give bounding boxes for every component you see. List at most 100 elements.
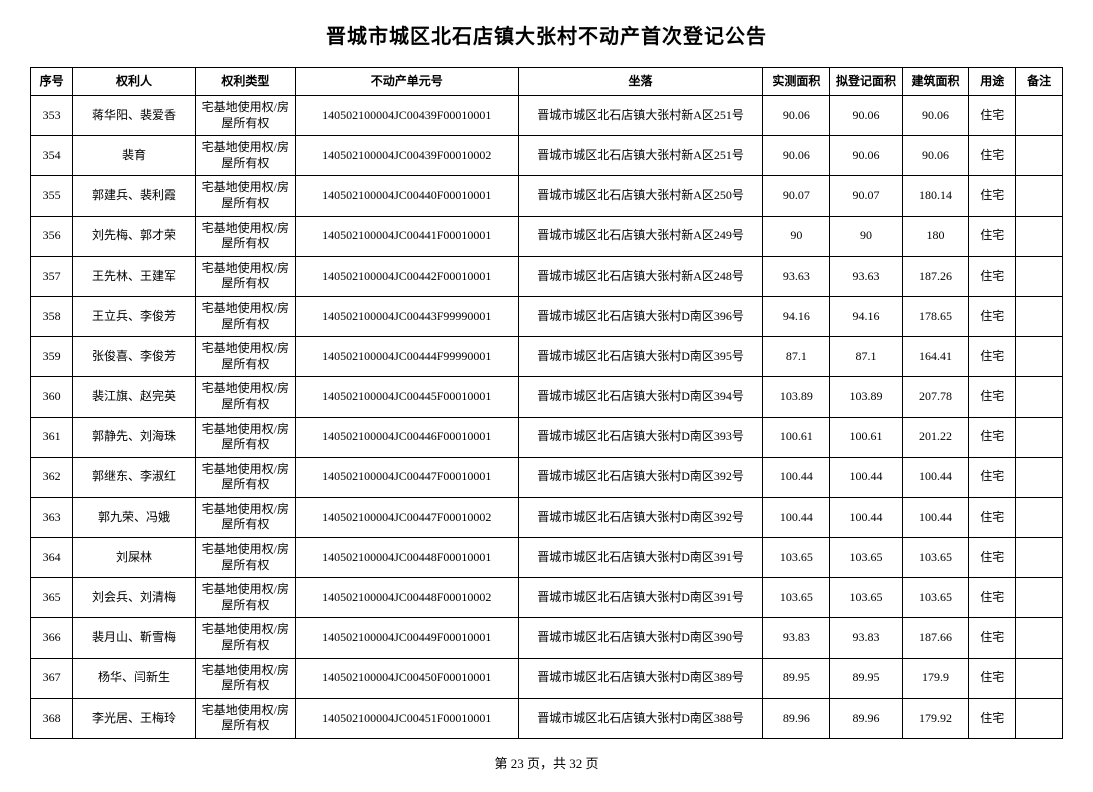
cell-area2: 87.1 — [830, 337, 902, 377]
cell-area3: 180.14 — [902, 176, 969, 216]
cell-note — [1016, 337, 1063, 377]
cell-use: 住宅 — [969, 136, 1016, 176]
table-row: 363郭九荣、冯娥宅基地使用权/房屋所有权140502100004JC00447… — [31, 497, 1063, 537]
cell-use: 住宅 — [969, 578, 1016, 618]
cell-loc: 晋城市城区北石店镇大张村D南区388号 — [518, 698, 763, 738]
cell-area3: 179.92 — [902, 698, 969, 738]
cell-use: 住宅 — [969, 658, 1016, 698]
cell-loc: 晋城市城区北石店镇大张村D南区392号 — [518, 497, 763, 537]
cell-area2: 100.44 — [830, 497, 902, 537]
cell-loc: 晋城市城区北石店镇大张村新A区251号 — [518, 136, 763, 176]
col-header-unit: 不动产单元号 — [295, 68, 518, 96]
cell-use: 住宅 — [969, 618, 1016, 658]
col-header-area1: 实测面积 — [763, 68, 830, 96]
cell-area2: 103.65 — [830, 578, 902, 618]
cell-seq: 366 — [31, 618, 73, 658]
cell-loc: 晋城市城区北石店镇大张村D南区389号 — [518, 658, 763, 698]
cell-unit: 140502100004JC00447F00010002 — [295, 497, 518, 537]
cell-owner: 郭静先、刘海珠 — [73, 417, 195, 457]
cell-area1: 100.44 — [763, 457, 830, 497]
cell-note — [1016, 377, 1063, 417]
table-row: 353蒋华阳、裴爱香宅基地使用权/房屋所有权140502100004JC0043… — [31, 96, 1063, 136]
cell-loc: 晋城市城区北石店镇大张村D南区392号 — [518, 457, 763, 497]
cell-owner: 王先林、王建军 — [73, 256, 195, 296]
cell-seq: 365 — [31, 578, 73, 618]
cell-type: 宅基地使用权/房屋所有权 — [195, 337, 295, 377]
cell-unit: 140502100004JC00447F00010001 — [295, 457, 518, 497]
cell-use: 住宅 — [969, 417, 1016, 457]
cell-note — [1016, 618, 1063, 658]
cell-note — [1016, 216, 1063, 256]
cell-note — [1016, 296, 1063, 336]
cell-area3: 187.26 — [902, 256, 969, 296]
cell-area1: 89.96 — [763, 698, 830, 738]
cell-use: 住宅 — [969, 337, 1016, 377]
cell-area1: 103.65 — [763, 538, 830, 578]
cell-type: 宅基地使用权/房屋所有权 — [195, 578, 295, 618]
cell-unit: 140502100004JC00442F00010001 — [295, 256, 518, 296]
cell-loc: 晋城市城区北石店镇大张村D南区391号 — [518, 578, 763, 618]
cell-type: 宅基地使用权/房屋所有权 — [195, 698, 295, 738]
cell-area3: 100.44 — [902, 497, 969, 537]
cell-loc: 晋城市城区北石店镇大张村新A区249号 — [518, 216, 763, 256]
cell-seq: 354 — [31, 136, 73, 176]
cell-area1: 103.89 — [763, 377, 830, 417]
col-header-area2: 拟登记面积 — [830, 68, 902, 96]
cell-unit: 140502100004JC00451F00010001 — [295, 698, 518, 738]
cell-area2: 90 — [830, 216, 902, 256]
cell-owner: 刘先梅、郭才荣 — [73, 216, 195, 256]
cell-seq: 356 — [31, 216, 73, 256]
cell-area3: 164.41 — [902, 337, 969, 377]
cell-area2: 103.65 — [830, 538, 902, 578]
col-header-seq: 序号 — [31, 68, 73, 96]
cell-use: 住宅 — [969, 457, 1016, 497]
cell-area1: 103.65 — [763, 578, 830, 618]
cell-area2: 93.63 — [830, 256, 902, 296]
table-row: 356刘先梅、郭才荣宅基地使用权/房屋所有权140502100004JC0044… — [31, 216, 1063, 256]
cell-type: 宅基地使用权/房屋所有权 — [195, 96, 295, 136]
cell-use: 住宅 — [969, 216, 1016, 256]
cell-seq: 362 — [31, 457, 73, 497]
cell-type: 宅基地使用权/房屋所有权 — [195, 377, 295, 417]
cell-unit: 140502100004JC00446F00010001 — [295, 417, 518, 457]
cell-seq: 359 — [31, 337, 73, 377]
cell-area1: 90.06 — [763, 136, 830, 176]
col-header-note: 备注 — [1016, 68, 1063, 96]
cell-note — [1016, 658, 1063, 698]
page-title: 晋城市城区北石店镇大张村不动产首次登记公告 — [30, 20, 1063, 49]
table-header-row: 序号 权利人 权利类型 不动产单元号 坐落 实测面积 拟登记面积 建筑面积 用途… — [31, 68, 1063, 96]
cell-loc: 晋城市城区北石店镇大张村D南区393号 — [518, 417, 763, 457]
cell-type: 宅基地使用权/房屋所有权 — [195, 417, 295, 457]
cell-owner: 张俊喜、李俊芳 — [73, 337, 195, 377]
cell-use: 住宅 — [969, 296, 1016, 336]
cell-seq: 353 — [31, 96, 73, 136]
cell-seq: 367 — [31, 658, 73, 698]
cell-unit: 140502100004JC00444F99990001 — [295, 337, 518, 377]
table-row: 364刘屎林宅基地使用权/房屋所有权140502100004JC00448F00… — [31, 538, 1063, 578]
table-row: 366裴月山、靳雪梅宅基地使用权/房屋所有权140502100004JC0044… — [31, 618, 1063, 658]
cell-note — [1016, 457, 1063, 497]
table-row: 355郭建兵、裴利霞宅基地使用权/房屋所有权140502100004JC0044… — [31, 176, 1063, 216]
cell-use: 住宅 — [969, 96, 1016, 136]
cell-area1: 90.07 — [763, 176, 830, 216]
cell-loc: 晋城市城区北石店镇大张村D南区394号 — [518, 377, 763, 417]
cell-type: 宅基地使用权/房屋所有权 — [195, 136, 295, 176]
cell-unit: 140502100004JC00450F00010001 — [295, 658, 518, 698]
cell-unit: 140502100004JC00440F00010001 — [295, 176, 518, 216]
cell-seq: 358 — [31, 296, 73, 336]
cell-type: 宅基地使用权/房屋所有权 — [195, 497, 295, 537]
cell-area3: 103.65 — [902, 578, 969, 618]
cell-note — [1016, 176, 1063, 216]
cell-owner: 李光居、王梅玲 — [73, 698, 195, 738]
cell-type: 宅基地使用权/房屋所有权 — [195, 176, 295, 216]
cell-area3: 100.44 — [902, 457, 969, 497]
cell-loc: 晋城市城区北石店镇大张村新A区251号 — [518, 96, 763, 136]
cell-type: 宅基地使用权/房屋所有权 — [195, 296, 295, 336]
cell-owner: 郭建兵、裴利霞 — [73, 176, 195, 216]
cell-loc: 晋城市城区北石店镇大张村D南区390号 — [518, 618, 763, 658]
cell-loc: 晋城市城区北石店镇大张村新A区250号 — [518, 176, 763, 216]
cell-area2: 89.96 — [830, 698, 902, 738]
cell-area3: 179.9 — [902, 658, 969, 698]
cell-unit: 140502100004JC00439F00010001 — [295, 96, 518, 136]
cell-seq: 363 — [31, 497, 73, 537]
